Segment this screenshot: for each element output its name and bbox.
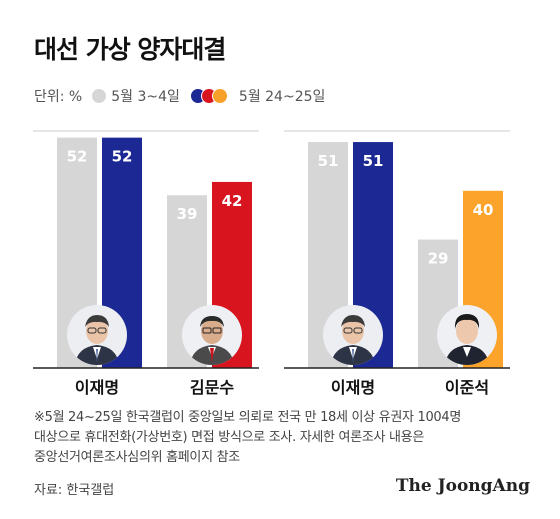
bar-value-label: 51 bbox=[363, 152, 384, 170]
candidate-name: 이준석 bbox=[444, 378, 490, 397]
legend-unit: 단위: % bbox=[34, 89, 83, 105]
legend-swatch-period2 bbox=[189, 88, 228, 104]
legend-label-period2: 5월 24~25일 bbox=[238, 89, 326, 105]
bar-value-label: 52 bbox=[112, 148, 133, 166]
candidate-name: 이재명 bbox=[330, 378, 376, 397]
candidate-name: 김문수 bbox=[189, 378, 235, 397]
footnote-line: ※5월 24~25일 한국갤럽이 중앙일보 의뢰로 전국 만 18세 이상 유권… bbox=[34, 410, 462, 425]
chart-title: 대선 가상 양자대결 bbox=[34, 35, 226, 64]
portrait-lee-jae-myung-icon bbox=[323, 305, 383, 365]
bar-value-label: 40 bbox=[473, 201, 494, 219]
joongang-logo: The JoongAng bbox=[395, 476, 530, 496]
bar-value-label: 39 bbox=[177, 205, 198, 223]
footnote-line: 중앙선거여론조사심의위 홈페이지 참조 bbox=[34, 450, 240, 465]
candidate-name: 이재명 bbox=[74, 378, 120, 397]
footnote: ※5월 24~25일 한국갤럽이 중앙일보 의뢰로 전국 만 18세 이상 유권… bbox=[34, 408, 534, 468]
bar-value-label: 42 bbox=[222, 192, 243, 210]
legend-swatch-period1 bbox=[92, 89, 107, 103]
source-note: 자료: 한국갤럽 bbox=[34, 483, 115, 498]
bar-value-label: 52 bbox=[67, 148, 88, 166]
legend: 단위: % 5월 3~4일 5월 24~25일 bbox=[34, 86, 325, 106]
legend-label-period1: 5월 3~4일 bbox=[111, 89, 180, 105]
footnote-line: 대상으로 휴대전화(가상번호) 면접 방식으로 조사. 자세한 여론조사 내용은 bbox=[34, 430, 425, 445]
portrait-lee-jun-seok-icon bbox=[437, 305, 497, 365]
portrait-lee-jae-myung-icon bbox=[67, 305, 127, 365]
bar-value-label: 29 bbox=[428, 250, 449, 268]
portrait-kim-moon-soo-icon bbox=[182, 305, 242, 365]
bar-value-label: 51 bbox=[318, 152, 339, 170]
